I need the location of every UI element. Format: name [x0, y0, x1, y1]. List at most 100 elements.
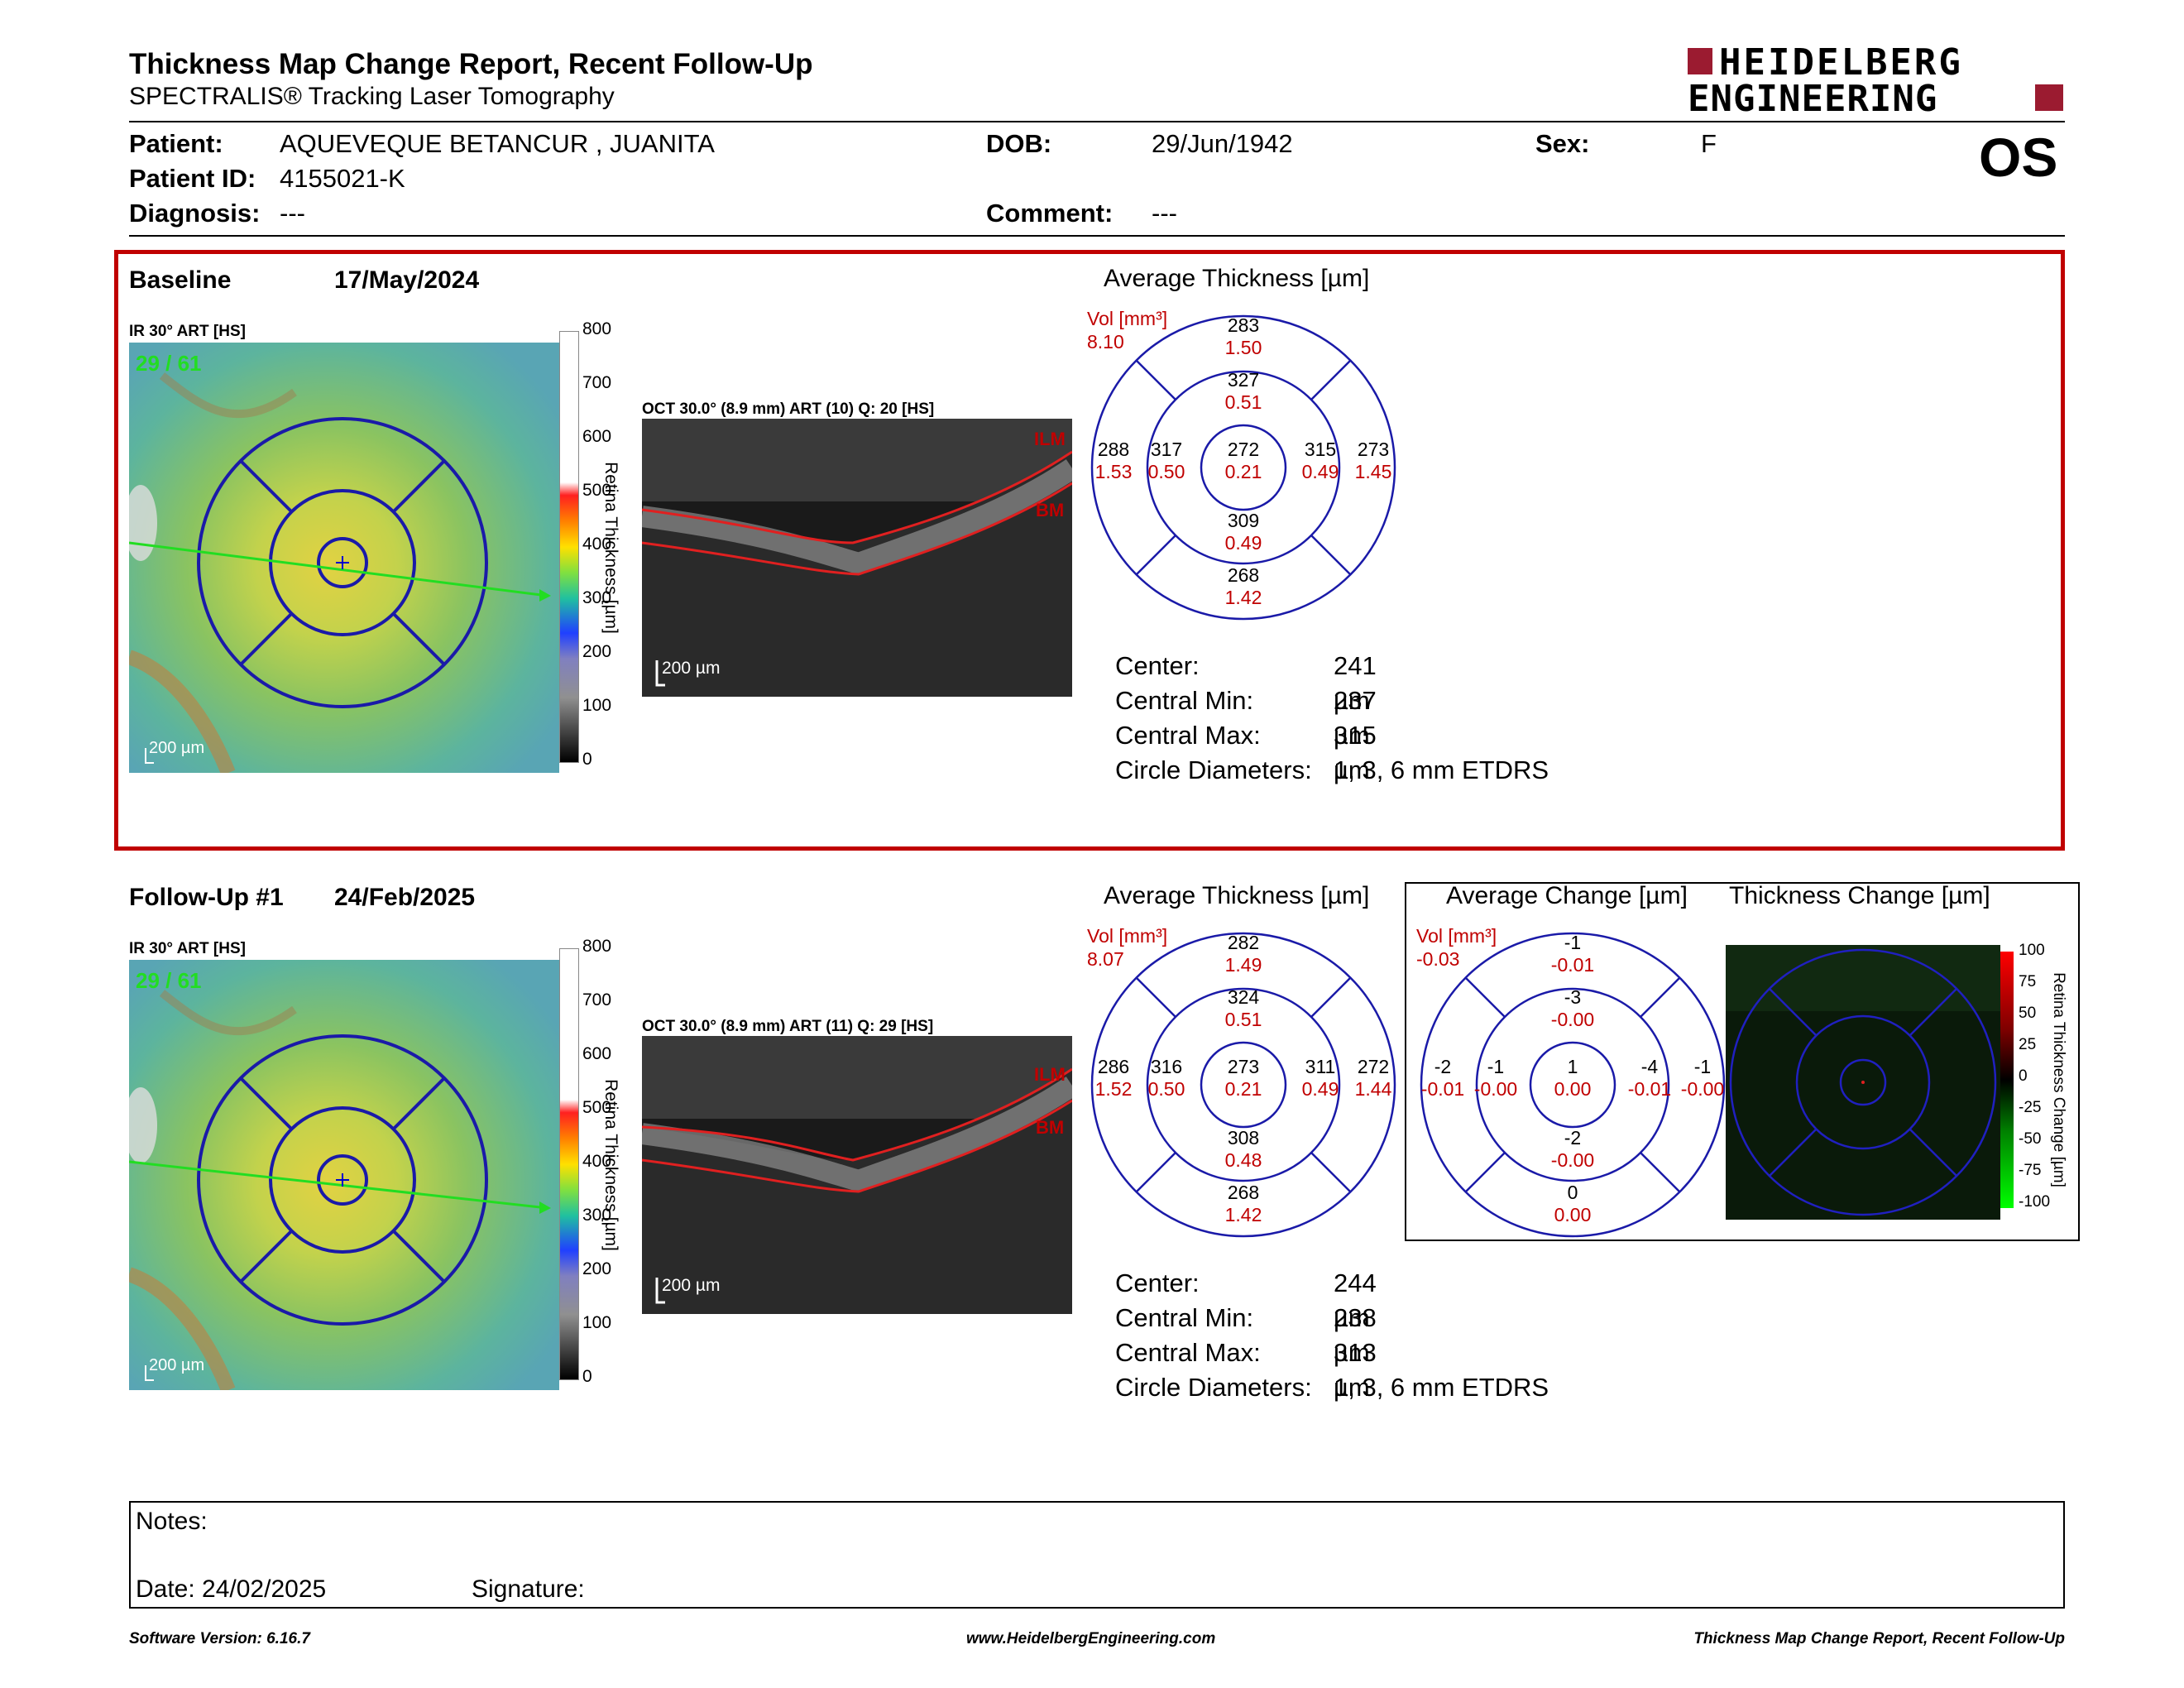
dob-value: 29/Jun/1942	[1152, 129, 1293, 158]
footer-report-name: Thickness Map Change Report, Recent Foll…	[1693, 1630, 2065, 1647]
baseline-label: Baseline	[129, 266, 232, 294]
followup-bm-label: BM	[1036, 1117, 1064, 1138]
tick: 25	[2019, 1036, 2037, 1053]
inner-superior: 327 0.51	[1224, 369, 1262, 413]
heidelberg-logo: HEIDELBERG ENGINEERING	[1688, 41, 2068, 120]
tick: 200	[582, 642, 612, 661]
center: 273 0.21	[1224, 1056, 1262, 1100]
tick: 100	[582, 1313, 612, 1332]
dob-label: DOB:	[986, 129, 1052, 158]
followup-ilm-label: ILM	[1034, 1064, 1066, 1085]
outer-superior: 283 1.50	[1224, 314, 1262, 358]
followup-ir-label: IR 30° ART [HS]	[129, 940, 246, 957]
tick: 600	[582, 1044, 612, 1063]
followup-oct-scan: ILM BM 200 µm	[640, 1036, 1079, 1314]
change-title: Average Change [µm]	[1446, 882, 1688, 909]
notes-box[interactable]	[129, 1501, 2065, 1609]
inner-nasal: -4 -0.01	[1627, 1056, 1672, 1100]
outer-superior: 282 1.49	[1224, 932, 1262, 976]
tick: -50	[2019, 1130, 2042, 1148]
outer-nasal: -1 -0.00	[1680, 1056, 1725, 1100]
followup-vol-label: Vol [mm³]	[1087, 925, 1168, 947]
change-colorbar-ticks: 100 75 50 25 0 -25 -50 -75 -100	[2019, 942, 2055, 1223]
sex-label: Sex:	[1535, 129, 1590, 158]
followup-oct-scale: 200 µm	[662, 1276, 720, 1295]
followup-vol-value: 8.07	[1087, 948, 1124, 970]
tick: 50	[2019, 1005, 2037, 1022]
inner-inferior: 309 0.49	[1224, 510, 1262, 554]
tick: 300	[582, 588, 612, 607]
inner-nasal: 311 0.49	[1301, 1056, 1339, 1100]
tick: 400	[582, 1152, 612, 1171]
patient-id: 4155021-K	[280, 164, 405, 193]
center: 1 0.00	[1554, 1056, 1592, 1100]
notes-label: Notes:	[136, 1508, 208, 1535]
sex-value: F	[1701, 129, 1717, 158]
patient-name: AQUEVEQUE BETANCUR , JUANITA	[280, 129, 715, 158]
inner-superior: 324 0.51	[1224, 986, 1262, 1030]
followup-colorbar-title: Retina Thickness [µm]	[601, 1079, 620, 1251]
tick: -25	[2019, 1099, 2042, 1116]
tick: 800	[582, 937, 612, 956]
followup-avg-title: Average Thickness [µm]	[1104, 882, 1370, 909]
inner-temporal: 317 0.50	[1147, 439, 1185, 482]
logo-line-2: ENGINEERING	[1688, 78, 1938, 120]
tick: 600	[582, 427, 612, 446]
tick: 0	[582, 750, 592, 769]
notes-date: Date: 24/02/2025	[136, 1575, 327, 1603]
change-colorbar-title: Retina Thickness Change [µm]	[2050, 972, 2067, 1187]
followup-colorbar	[559, 948, 579, 1380]
tick: 100	[582, 696, 612, 715]
followup-label: Follow-Up #1	[129, 884, 284, 911]
change-etdrs-grid	[1420, 932, 1726, 1238]
followup-stats: Center: 244 µm Central Min: 238 µm Central…	[1115, 1268, 1549, 1402]
inner-superior: -3 -0.00	[1550, 986, 1595, 1030]
eye-laterality: OS	[1979, 127, 2058, 188]
outer-inferior: 0 0.00	[1554, 1182, 1592, 1225]
tick: 75	[2019, 973, 2037, 990]
outer-inferior: 268 1.42	[1224, 564, 1262, 608]
baseline-vol-label: Vol [mm³]	[1087, 308, 1168, 329]
change-vol-label: Vol [mm³]	[1416, 925, 1497, 947]
baseline-section	[114, 250, 2065, 851]
outer-nasal: 273 1.45	[1354, 439, 1392, 482]
baseline-colorbar-ticks: 800 700 600 500 400 300 200 100 0	[582, 319, 624, 774]
inner-temporal: -1 -0.00	[1473, 1056, 1518, 1100]
change-panel	[1405, 882, 2080, 1241]
outer-temporal: -2 -0.01	[1420, 1056, 1465, 1100]
footer-website-link[interactable]: www.HeidelbergEngineering.com	[966, 1630, 1216, 1647]
tick: 400	[582, 535, 612, 554]
report-subtitle: SPECTRALIS® Tracking Laser Tomography	[129, 83, 615, 110]
diagnosis-label: Diagnosis:	[129, 199, 261, 228]
baseline-etdrs-values: 283 1.50 327 0.51 288 1.53 317 0.50 272 0.21 …	[1090, 314, 1396, 621]
followup-colorbar-ticks: 800 700 600 500 400 300 200 100 0	[582, 937, 624, 1392]
thickness-change-title: Thickness Change [µm]	[1729, 882, 1990, 909]
patient-id-label: Patient ID:	[129, 164, 256, 193]
tick: -100	[2019, 1193, 2051, 1211]
inner-nasal: 315 0.49	[1301, 439, 1339, 482]
patient-label: Patient:	[129, 129, 223, 158]
followup-thickness-map: 29 / 61 200 µm	[124, 960, 559, 1393]
baseline-vol-value: 8.10	[1087, 331, 1124, 352]
outer-superior: -1 -0.01	[1550, 932, 1595, 976]
outer-temporal: 288 1.53	[1094, 439, 1133, 482]
baseline-thickness-map: 29 / 61 200 µm	[124, 343, 559, 776]
followup-etdrs-grid	[1090, 932, 1396, 1238]
diagnosis-value: ---	[280, 199, 305, 228]
change-colorbar	[2000, 952, 2014, 1208]
baseline-avg-title: Average Thickness [µm]	[1104, 265, 1370, 292]
tick: 0	[2019, 1067, 2028, 1085]
change-vol-value: -0.03	[1416, 948, 1460, 970]
tick: 500	[582, 1098, 612, 1117]
tick: 300	[582, 1206, 612, 1225]
footer-software-version: Software Version: 6.16.7	[129, 1630, 310, 1647]
baseline-colorbar	[559, 331, 579, 763]
change-etdrs-values: -1 -0.01 -3 -0.00 -2 -0.01 -1 -0.00 1 0.00 -4…	[1420, 932, 1726, 1238]
tick: 700	[582, 373, 612, 392]
comment-label: Comment:	[986, 199, 1114, 228]
report-title: Thickness Map Change Report, Recent Foll…	[129, 48, 813, 80]
logo-line-1: HEIDELBERG	[1719, 41, 1963, 84]
baseline-oct-scale: 200 µm	[662, 659, 720, 678]
tick: -75	[2019, 1162, 2042, 1179]
baseline-date: 17/May/2024	[334, 266, 480, 294]
